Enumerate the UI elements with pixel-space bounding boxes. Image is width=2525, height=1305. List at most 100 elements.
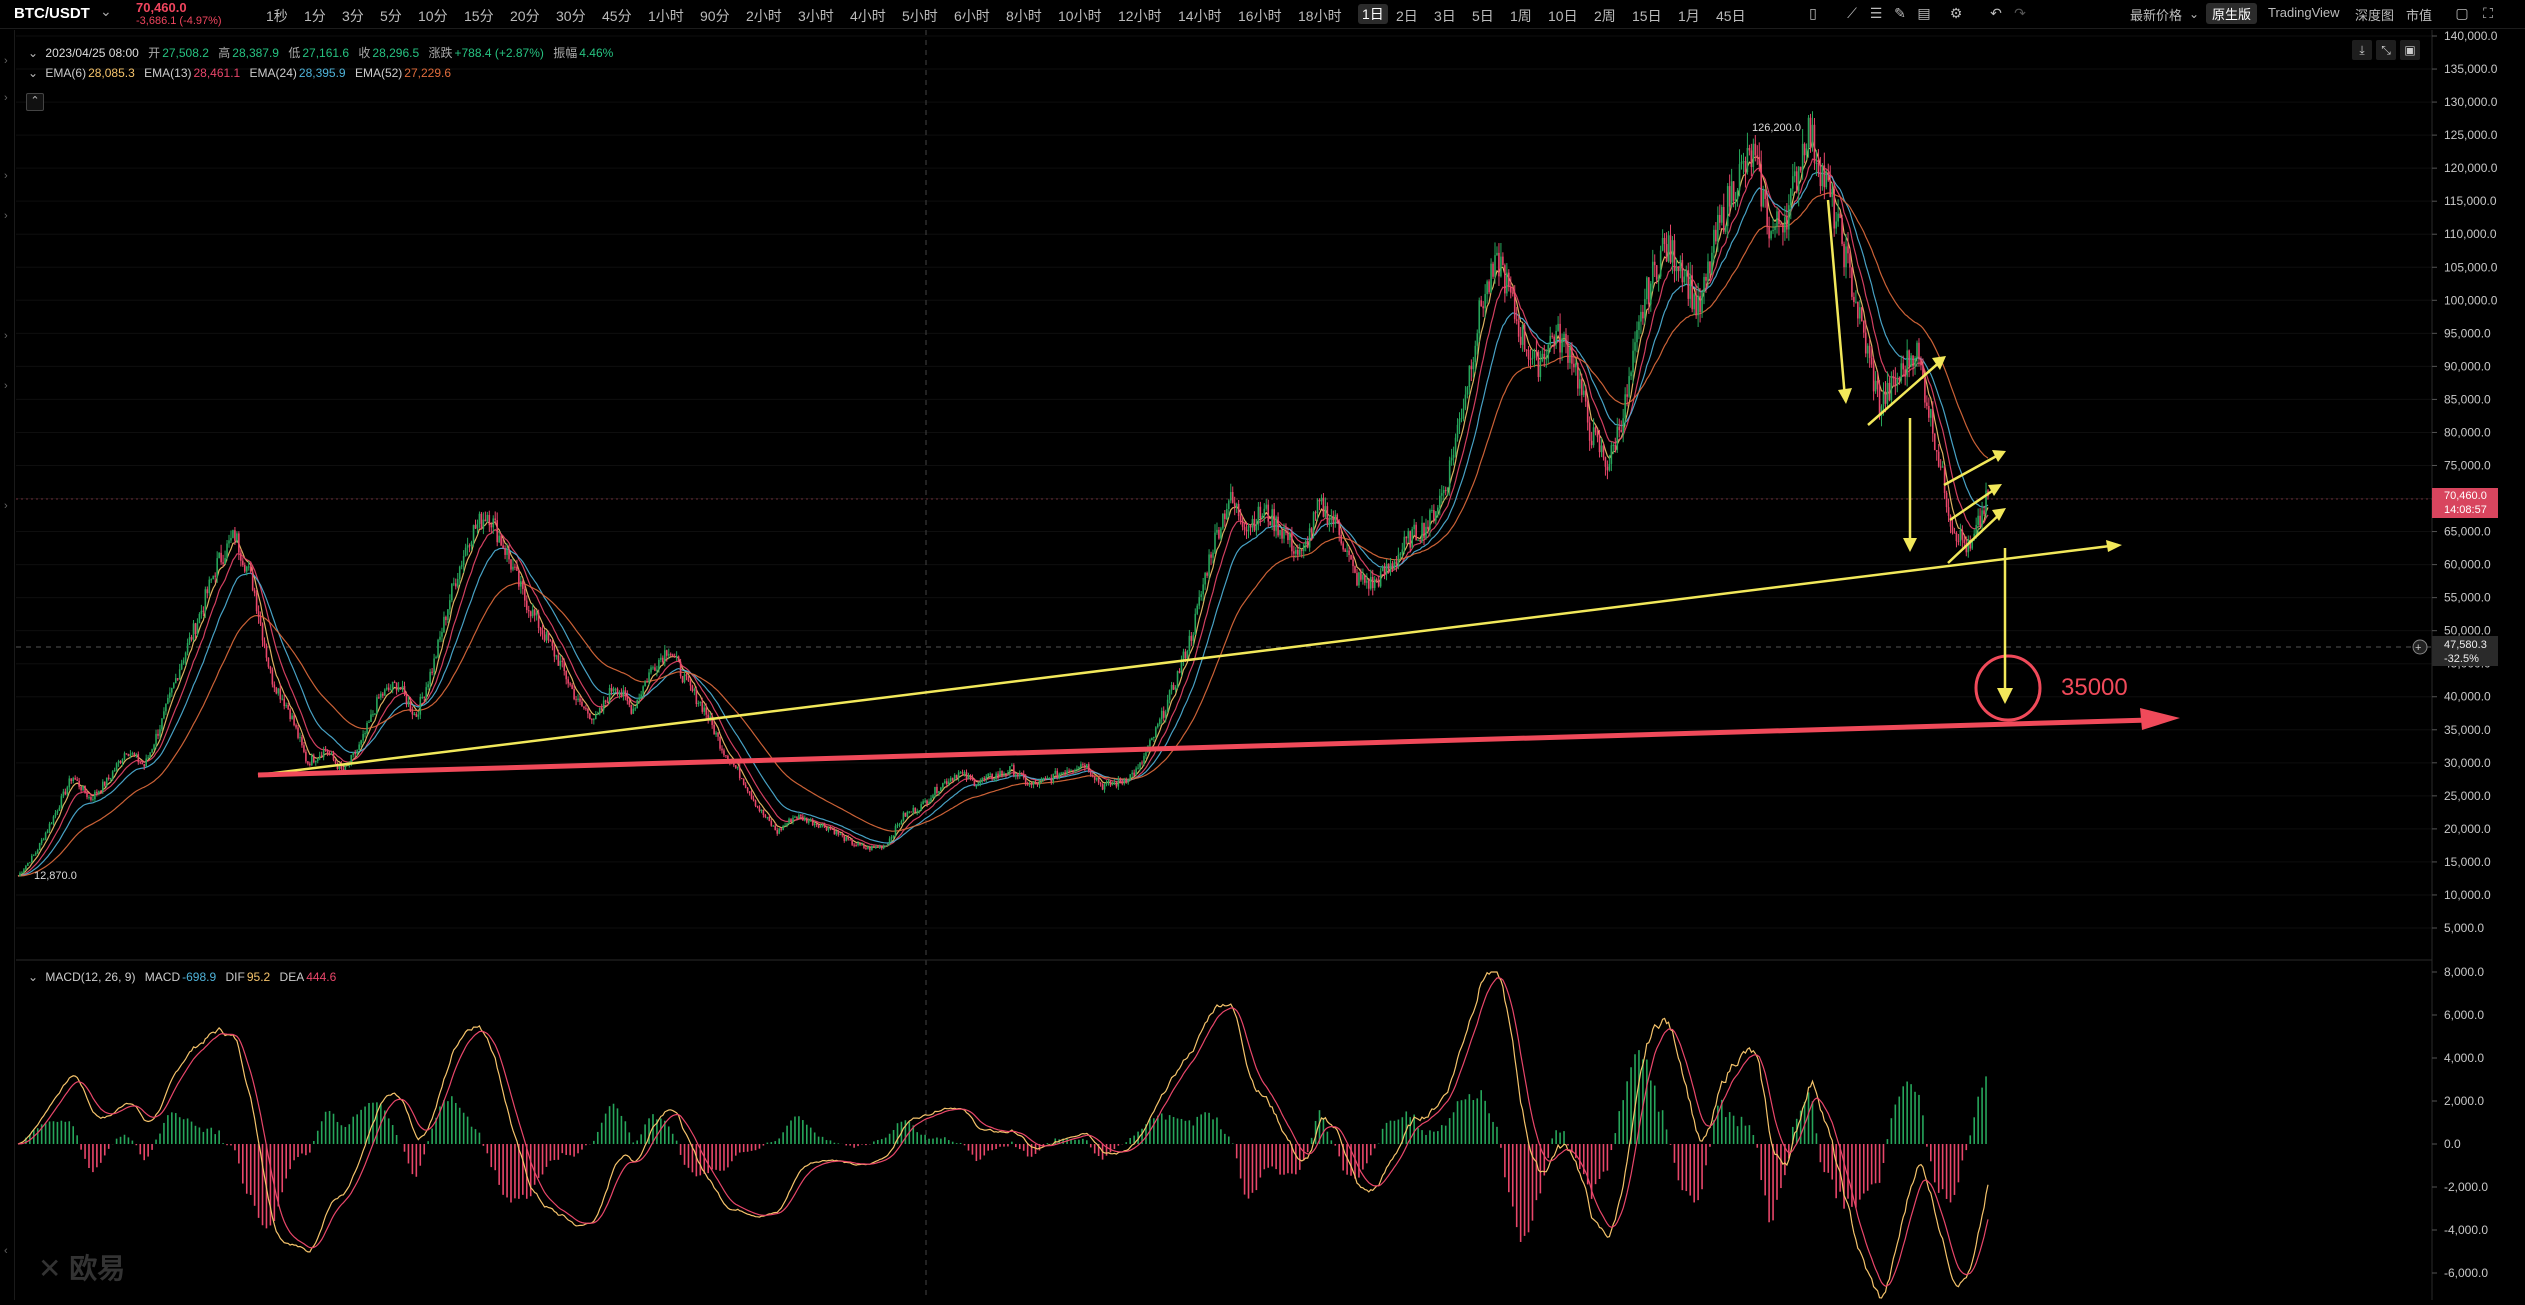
candle-body [1364, 574, 1366, 583]
candle-body [253, 590, 256, 594]
tab-depth[interactable]: 深度图 [2355, 8, 2395, 23]
drawing-tools-icon[interactable]: ⟋ [1847, 5, 1857, 21]
timeframe-2[interactable]: 3分 [342, 8, 364, 24]
candle-body [232, 530, 234, 538]
timeframe-1[interactable]: 1分 [304, 8, 326, 24]
candle-body [585, 708, 587, 710]
candle-body [1870, 357, 1873, 365]
candle-body [922, 801, 924, 805]
chevron-right-icon[interactable]: › [4, 210, 8, 222]
timeframe-0[interactable]: 1秒 [266, 8, 288, 24]
latest-price-dropdown[interactable]: 最新价格 [2130, 8, 2183, 23]
template-icon[interactable]: ▤ [1917, 5, 1931, 21]
collapse-icon[interactable]: ⤡ [2376, 40, 2396, 60]
timeframe-30[interactable]: 1月 [1678, 8, 1700, 24]
timeframe-17[interactable]: 10小时 [1058, 8, 1102, 24]
download-icon[interactable]: ⤓ [2352, 40, 2372, 60]
candle-body [932, 795, 934, 799]
timeframe-29[interactable]: 15日 [1632, 8, 1662, 24]
timeframe-11[interactable]: 2小时 [746, 8, 782, 24]
timeframe-12[interactable]: 3小时 [798, 8, 834, 24]
candle-body [389, 689, 392, 691]
candle-body [1864, 332, 1867, 354]
candle-body [817, 825, 820, 828]
collapse-legend-button[interactable]: ⌃ [26, 93, 44, 111]
candle-body [902, 812, 905, 822]
candle-body [961, 772, 964, 774]
fullscreen-icon[interactable]: ⛶ [2483, 5, 2493, 21]
pair-selector[interactable]: BTC/USDT [14, 5, 90, 22]
timeframe-28[interactable]: 2周 [1594, 8, 1616, 24]
candle-body [598, 707, 601, 714]
timeframe-9[interactable]: 1小时 [648, 8, 684, 24]
timeframe-6[interactable]: 20分 [510, 8, 540, 24]
timeframe-31[interactable]: 45日 [1716, 8, 1746, 24]
chevron-right-icon[interactable]: › [4, 500, 8, 512]
chevron-right-icon[interactable]: › [4, 330, 8, 342]
candle-body [1971, 538, 1974, 549]
chevron-down-icon[interactable]: ⌄ [2188, 7, 2200, 21]
timeframe-18[interactable]: 12小时 [1118, 8, 1162, 24]
window-icon[interactable]: ▢ [2455, 5, 2469, 21]
redo-icon[interactable]: ↷ [2014, 5, 2026, 21]
timeframe-8[interactable]: 45分 [602, 8, 632, 24]
timeframe-13[interactable]: 4小时 [850, 8, 886, 24]
timeframe-22[interactable]: 1日 [1358, 4, 1388, 24]
timeframe-4[interactable]: 10分 [418, 8, 448, 24]
candle-body [117, 761, 120, 764]
top-toolbar: BTC/USDT ⌄ 70,460.0 -3,686.1 (-4.97%) 1秒… [0, 0, 2525, 29]
candle-type-icon[interactable]: ▯ [1809, 5, 1817, 21]
crosshair-pct: -32.5% [2444, 653, 2479, 665]
timeframe-23[interactable]: 2日 [1396, 8, 1418, 24]
chevron-right-icon[interactable]: › [4, 92, 8, 104]
candle-body [543, 634, 546, 641]
timeframe-15[interactable]: 6小时 [954, 8, 990, 24]
candle-body [776, 830, 779, 834]
expand-icon[interactable]: ▣ [2400, 40, 2420, 60]
candle-body [449, 600, 451, 610]
candle-body [632, 708, 635, 714]
timeframe-26[interactable]: 1周 [1510, 8, 1532, 24]
candle-body [212, 575, 215, 580]
candle-body [1460, 418, 1463, 420]
chevron-right-icon[interactable]: › [4, 170, 8, 182]
candle-body [287, 704, 289, 710]
timeframe-24[interactable]: 3日 [1434, 8, 1456, 24]
candle-body [415, 713, 418, 717]
candle-body [1107, 780, 1110, 783]
candle-body [1058, 773, 1061, 778]
timeframe-19[interactable]: 14小时 [1178, 8, 1222, 24]
tab-tradingview[interactable]: TradingView [2268, 5, 2340, 20]
tab-native[interactable]: 原生版 [2206, 3, 2258, 24]
undo-icon[interactable]: ↶ [1990, 5, 2002, 21]
timeframe-25[interactable]: 5日 [1472, 8, 1494, 24]
timeframe-14[interactable]: 5小时 [902, 8, 938, 24]
timeframe-5[interactable]: 15分 [464, 8, 494, 24]
chevron-left-icon[interactable]: ‹ [4, 1245, 8, 1257]
chevron-right-icon[interactable]: › [4, 55, 8, 67]
candle-body [301, 737, 303, 746]
candle-body [279, 688, 282, 700]
timeframe-10[interactable]: 90分 [700, 8, 730, 24]
edit-icon[interactable]: ✎ [1894, 5, 1906, 21]
candle-body [1007, 772, 1009, 775]
candle-body [1592, 427, 1595, 446]
candle-body [1754, 143, 1757, 156]
settings-gear-icon[interactable]: ⚙ [1949, 5, 1963, 21]
candle-body [1748, 147, 1751, 151]
tab-market-cap[interactable]: 市值 [2406, 8, 2433, 23]
timeframe-7[interactable]: 30分 [556, 8, 586, 24]
candle-body [462, 556, 465, 566]
chevron-down-icon[interactable]: ⌄ [100, 3, 112, 19]
chevron-right-icon[interactable]: › [4, 380, 8, 392]
candle-body [66, 787, 69, 795]
candle-body [1831, 189, 1834, 197]
timeframe-20[interactable]: 16小时 [1238, 8, 1282, 24]
timeframe-16[interactable]: 8小时 [1006, 8, 1042, 24]
timeframe-21[interactable]: 18小时 [1298, 8, 1342, 24]
candle-body [1001, 771, 1003, 775]
timeframe-27[interactable]: 10日 [1548, 8, 1578, 24]
indicators-icon[interactable]: ☰ [1869, 5, 1883, 21]
timeframe-3[interactable]: 5分 [380, 8, 402, 24]
